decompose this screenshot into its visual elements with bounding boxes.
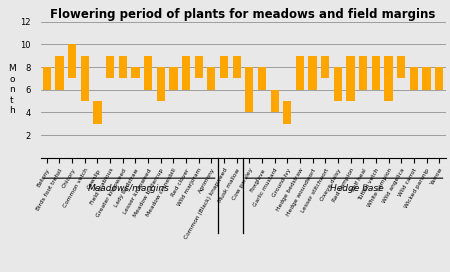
- Bar: [309, 56, 317, 90]
- Bar: [423, 67, 431, 90]
- Bar: [55, 56, 63, 90]
- Bar: [68, 44, 76, 78]
- Bar: [296, 56, 304, 90]
- Bar: [119, 56, 127, 78]
- Bar: [321, 56, 329, 78]
- Bar: [410, 67, 418, 90]
- Title: Flowering period of plants for meadows and field margins: Flowering period of plants for meadows a…: [50, 8, 436, 21]
- Bar: [334, 67, 342, 101]
- Text: Hedge base: Hedge base: [330, 184, 384, 193]
- Bar: [220, 56, 228, 78]
- Bar: [245, 67, 253, 112]
- Bar: [43, 67, 51, 90]
- Bar: [359, 56, 367, 90]
- Bar: [435, 67, 443, 90]
- Bar: [81, 56, 89, 101]
- Bar: [93, 101, 102, 124]
- Bar: [346, 56, 355, 101]
- Bar: [258, 67, 266, 90]
- Bar: [384, 56, 393, 101]
- Bar: [182, 56, 190, 90]
- Bar: [372, 56, 380, 90]
- Bar: [233, 56, 241, 78]
- Bar: [283, 101, 292, 124]
- Bar: [157, 67, 165, 101]
- Bar: [169, 67, 177, 90]
- Bar: [207, 67, 216, 90]
- Bar: [194, 56, 203, 78]
- Bar: [144, 56, 152, 90]
- Bar: [131, 67, 140, 78]
- Text: Meadows/margins: Meadows/margins: [88, 184, 170, 193]
- Y-axis label: M
o
n
t
h: M o n t h: [8, 64, 16, 115]
- Bar: [106, 56, 114, 78]
- Bar: [270, 90, 279, 112]
- Bar: [397, 56, 405, 78]
